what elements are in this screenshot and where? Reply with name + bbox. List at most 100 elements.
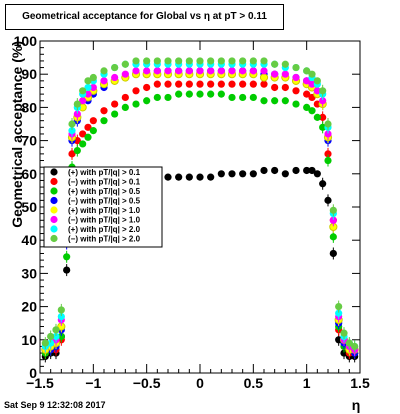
data-point bbox=[207, 90, 215, 98]
data-point bbox=[319, 180, 327, 188]
data-point bbox=[132, 57, 140, 65]
data-point bbox=[271, 83, 279, 92]
data-point bbox=[89, 127, 97, 135]
legend-marker bbox=[50, 187, 58, 195]
data-point bbox=[351, 342, 359, 351]
timestamp-footer: Sat Sep 9 12:32:08 2017 bbox=[4, 400, 106, 410]
data-point bbox=[292, 100, 300, 108]
data-point bbox=[185, 90, 193, 98]
data-point bbox=[185, 80, 193, 88]
y-tick-label: 60 bbox=[21, 166, 37, 182]
data-point bbox=[185, 67, 193, 75]
legend-marker bbox=[50, 234, 58, 243]
data-point bbox=[259, 73, 269, 82]
data-point bbox=[345, 339, 353, 347]
data-point bbox=[281, 60, 289, 68]
data-point bbox=[84, 123, 92, 131]
data-point bbox=[68, 120, 76, 128]
x-tick-label: 1.5 bbox=[350, 375, 370, 391]
data-point bbox=[100, 107, 108, 115]
data-point bbox=[313, 77, 321, 85]
data-point bbox=[249, 67, 257, 75]
data-point bbox=[57, 312, 65, 321]
data-point bbox=[303, 90, 311, 98]
data-point bbox=[217, 80, 225, 88]
data-point bbox=[89, 117, 97, 125]
data-point bbox=[207, 57, 215, 65]
data-point bbox=[239, 57, 247, 65]
data-point bbox=[63, 266, 71, 274]
legend-label: (+) with pT/|q| > 1.0 bbox=[68, 206, 141, 215]
data-point bbox=[292, 63, 300, 72]
data-point bbox=[153, 93, 161, 102]
data-point bbox=[292, 87, 300, 95]
data-point bbox=[271, 70, 279, 78]
legend-label: (−) with pT/|q| > 1.0 bbox=[68, 216, 141, 225]
data-point bbox=[100, 77, 108, 85]
data-point bbox=[319, 87, 327, 95]
data-point bbox=[228, 170, 236, 178]
data-point bbox=[175, 90, 183, 98]
y-tick-label: 50 bbox=[21, 199, 37, 215]
data-point bbox=[111, 110, 119, 118]
legend-label: (−) with pT/|q| > 0.1 bbox=[68, 178, 141, 187]
data-point bbox=[63, 253, 71, 261]
x-tick-label: −1 bbox=[85, 375, 101, 391]
data-point bbox=[319, 123, 327, 131]
data-point bbox=[132, 100, 140, 108]
x-tick-label: 0.5 bbox=[244, 375, 264, 391]
data-point bbox=[303, 166, 311, 175]
data-point bbox=[260, 166, 268, 175]
data-point bbox=[260, 67, 268, 75]
data-point bbox=[121, 70, 129, 78]
data-point bbox=[79, 87, 87, 95]
data-point bbox=[324, 156, 332, 165]
legend-marker bbox=[50, 206, 58, 214]
data-point bbox=[73, 110, 81, 118]
data-point bbox=[100, 67, 108, 75]
data-point bbox=[143, 83, 151, 92]
data-point bbox=[164, 173, 172, 181]
data-point bbox=[308, 107, 316, 115]
legend-marker bbox=[50, 177, 58, 186]
legend-marker bbox=[50, 196, 58, 205]
data-point bbox=[292, 166, 300, 175]
data-point bbox=[121, 60, 129, 68]
data-point bbox=[303, 67, 311, 75]
data-point bbox=[196, 67, 204, 75]
data-point bbox=[319, 97, 327, 105]
data-point bbox=[308, 166, 316, 175]
data-point bbox=[68, 150, 76, 158]
data-point bbox=[57, 306, 65, 314]
data-point bbox=[132, 67, 140, 75]
data-point bbox=[143, 67, 151, 75]
legend-marker bbox=[50, 215, 58, 224]
data-point bbox=[292, 73, 300, 82]
data-point bbox=[47, 332, 55, 341]
data-point bbox=[175, 57, 183, 65]
data-point bbox=[111, 100, 119, 108]
data-point bbox=[217, 57, 225, 65]
data-point bbox=[281, 83, 289, 92]
data-point bbox=[196, 173, 204, 181]
data-point bbox=[84, 133, 92, 141]
data-point bbox=[79, 130, 87, 138]
data-point bbox=[217, 90, 225, 98]
legend-label: (−) with pT/|q| > 0.5 bbox=[68, 197, 141, 206]
data-point bbox=[329, 206, 337, 214]
data-point bbox=[239, 170, 247, 178]
data-point bbox=[153, 67, 161, 75]
data-point bbox=[164, 67, 172, 75]
legend-label: (+) with pT/|q| > 0.1 bbox=[68, 168, 141, 177]
y-axis-title: Geometrical acceptance (%) bbox=[9, 41, 25, 228]
data-point bbox=[121, 103, 129, 111]
data-point bbox=[164, 93, 172, 102]
data-point bbox=[281, 70, 289, 78]
data-point bbox=[196, 90, 204, 98]
data-point bbox=[249, 57, 257, 65]
legend-label: (−) with pT/|q| > 2.0 bbox=[68, 235, 141, 244]
legend-label: (+) with pT/|q| > 2.0 bbox=[68, 225, 141, 234]
data-point bbox=[164, 57, 172, 65]
data-point bbox=[249, 93, 257, 102]
